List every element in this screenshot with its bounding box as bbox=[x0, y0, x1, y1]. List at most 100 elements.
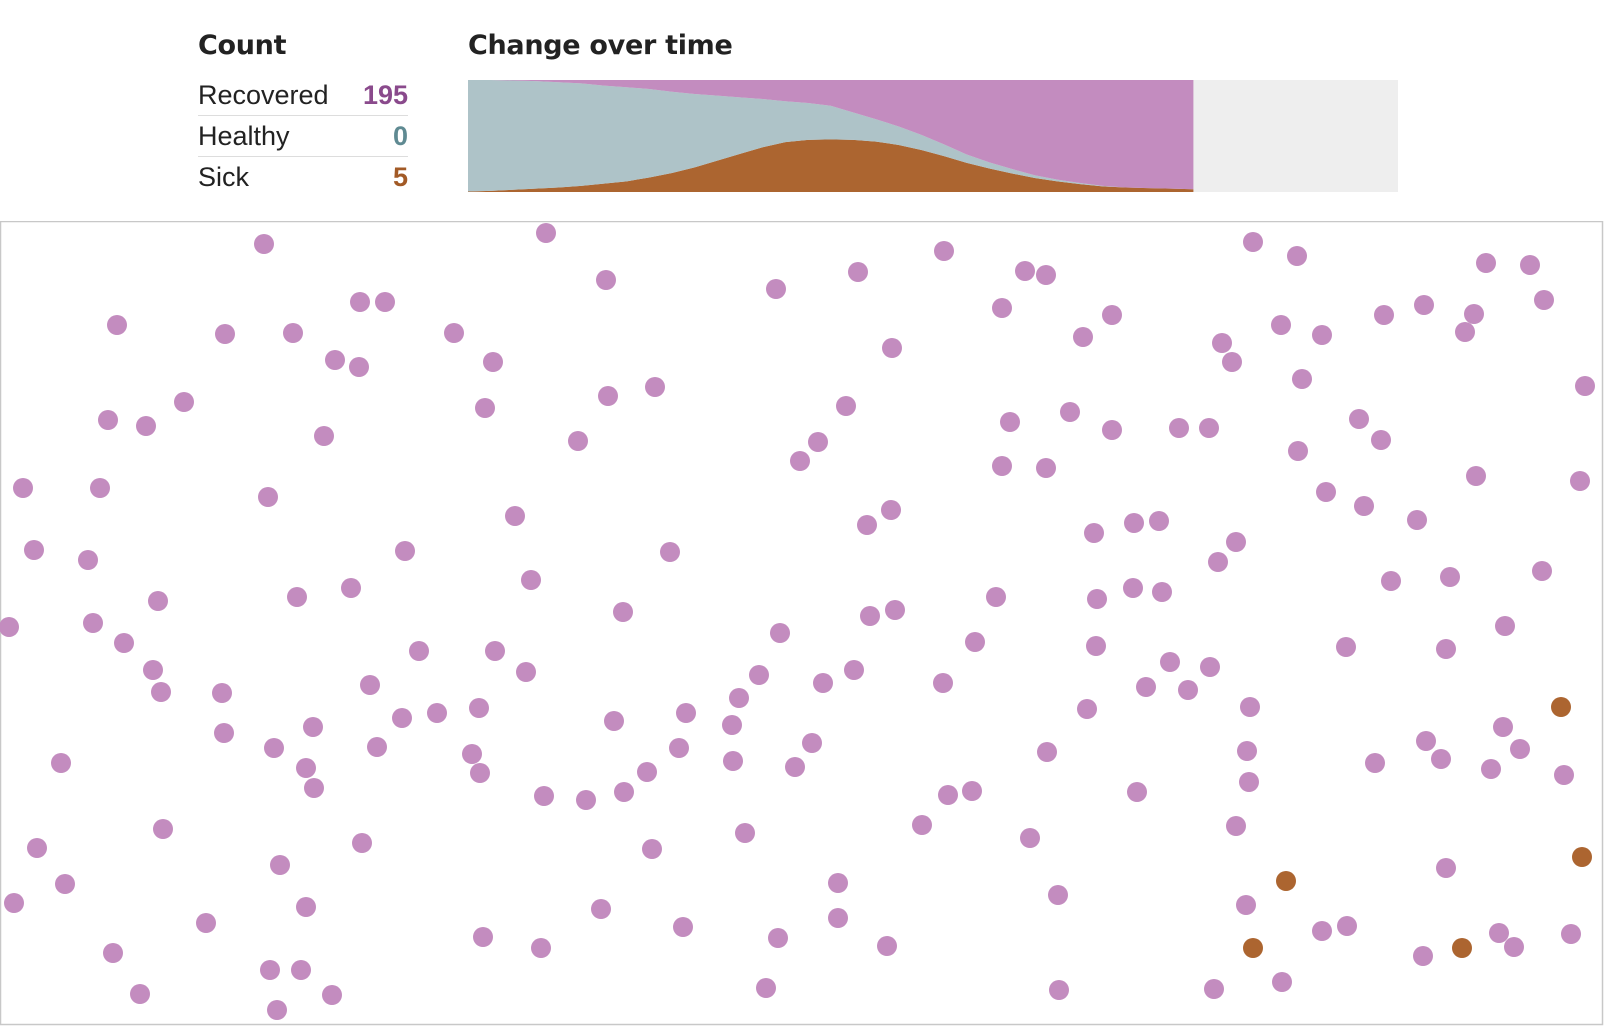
recovered-dot bbox=[350, 292, 370, 312]
recovered-dot bbox=[462, 744, 482, 764]
recovered-dot bbox=[613, 602, 633, 622]
sick-dot bbox=[1551, 697, 1571, 717]
recovered-dot bbox=[912, 815, 932, 835]
recovered-dot bbox=[291, 960, 311, 980]
recovered-dot bbox=[1554, 765, 1574, 785]
recovered-dot bbox=[367, 737, 387, 757]
recovered-dot bbox=[1534, 290, 1554, 310]
simulation-canvas bbox=[0, 221, 1604, 1026]
recovered-dot bbox=[881, 500, 901, 520]
recovered-dot bbox=[1416, 731, 1436, 751]
recovered-dot bbox=[153, 819, 173, 839]
recovered-dot bbox=[1208, 552, 1228, 572]
recovered-dot bbox=[576, 790, 596, 810]
recovered-dot bbox=[24, 540, 44, 560]
recovered-dot bbox=[729, 688, 749, 708]
recovered-dot bbox=[596, 270, 616, 290]
recovered-dot bbox=[151, 682, 171, 702]
recovered-dot bbox=[174, 392, 194, 412]
recovered-dot bbox=[98, 410, 118, 430]
recovered-dot bbox=[1178, 680, 1198, 700]
recovered-dot bbox=[1226, 532, 1246, 552]
recovered-dot bbox=[1073, 327, 1093, 347]
recovered-dot bbox=[215, 324, 235, 344]
recovered-dot bbox=[1226, 816, 1246, 836]
recovered-dot bbox=[1414, 295, 1434, 315]
recovered-dot bbox=[1124, 513, 1144, 533]
recovered-dot bbox=[55, 874, 75, 894]
recovered-dot bbox=[341, 578, 361, 598]
healthy-label: Healthy bbox=[198, 121, 290, 151]
recovered-dot bbox=[857, 515, 877, 535]
recovered-dot bbox=[1048, 885, 1068, 905]
recovered-dot bbox=[0, 617, 19, 637]
count-row-sick: Sick 5 bbox=[198, 157, 408, 197]
recovered-dot bbox=[1077, 699, 1097, 719]
recovered-dot bbox=[1336, 637, 1356, 657]
recovered-dot bbox=[1000, 412, 1020, 432]
recovered-dot bbox=[660, 542, 680, 562]
recovered-dot bbox=[604, 711, 624, 731]
recovered-dot bbox=[1212, 333, 1232, 353]
recovered-dot bbox=[1292, 369, 1312, 389]
recovered-dot bbox=[444, 323, 464, 343]
recovered-dot bbox=[375, 292, 395, 312]
recovered-dot bbox=[1371, 430, 1391, 450]
recovered-dot bbox=[83, 613, 103, 633]
recovered-dot bbox=[568, 431, 588, 451]
recovered-dot bbox=[1169, 418, 1189, 438]
recovered-dot bbox=[1271, 315, 1291, 335]
recovered-dot bbox=[768, 928, 788, 948]
recovered-dot bbox=[13, 478, 33, 498]
recovered-dot bbox=[965, 632, 985, 652]
recovered-dot bbox=[1240, 697, 1260, 717]
sick-dot bbox=[1572, 847, 1592, 867]
recovered-dot bbox=[1349, 409, 1369, 429]
area-recovered bbox=[468, 80, 1194, 190]
recovered-dot bbox=[1136, 677, 1156, 697]
area-sick bbox=[468, 139, 1194, 192]
recovered-dot bbox=[1036, 458, 1056, 478]
recovered-dot bbox=[107, 315, 127, 335]
chart-title: Change over time bbox=[468, 30, 733, 61]
recovered-dot bbox=[1272, 972, 1292, 992]
recovered-dot bbox=[1036, 265, 1056, 285]
recovered-dot bbox=[352, 833, 372, 853]
count-panel: Count Recovered 195 Healthy 0 Sick 5 bbox=[198, 30, 408, 197]
recovered-dot bbox=[992, 298, 1012, 318]
change-panel: Change over time bbox=[468, 30, 1402, 192]
recovered-dot bbox=[1476, 253, 1496, 273]
recovered-dot bbox=[254, 234, 274, 254]
recovered-dot bbox=[521, 570, 541, 590]
recovered-dot bbox=[669, 738, 689, 758]
recovered-dot bbox=[409, 641, 429, 661]
simulation-border bbox=[0, 221, 1604, 1026]
recovered-dot bbox=[722, 715, 742, 735]
recovered-dot bbox=[1407, 510, 1427, 530]
recovered-dot bbox=[314, 426, 334, 446]
recovered-dot bbox=[877, 936, 897, 956]
recovered-label: Recovered bbox=[198, 80, 329, 110]
simulation-dots bbox=[0, 223, 1595, 1020]
recovered-dot bbox=[1152, 582, 1172, 602]
recovered-dot bbox=[836, 396, 856, 416]
recovered-dot bbox=[1532, 561, 1552, 581]
recovered-dot bbox=[1493, 717, 1513, 737]
recovered-dot bbox=[90, 478, 110, 498]
recovered-dot bbox=[1466, 466, 1486, 486]
recovered-dot bbox=[1504, 937, 1524, 957]
sick-dot bbox=[1243, 938, 1263, 958]
area-healthy bbox=[468, 80, 1194, 192]
recovered-dot bbox=[1084, 523, 1104, 543]
recovered-dot bbox=[933, 673, 953, 693]
recovered-dot bbox=[51, 753, 71, 773]
recovered-dot bbox=[258, 487, 278, 507]
recovered-dot bbox=[1127, 782, 1147, 802]
recovered-dot bbox=[808, 432, 828, 452]
recovered-dot bbox=[645, 377, 665, 397]
recovered-dot bbox=[882, 338, 902, 358]
recovered-dot bbox=[1436, 858, 1456, 878]
recovered-dot bbox=[214, 723, 234, 743]
count-title: Count bbox=[198, 30, 287, 61]
recovered-dot bbox=[1239, 772, 1259, 792]
